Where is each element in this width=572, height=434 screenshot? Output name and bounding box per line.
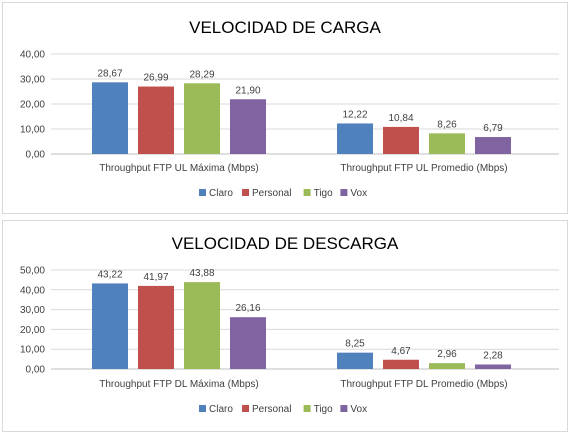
category-label: Throughput FTP DL Máxima (Mbps) — [99, 379, 259, 390]
bar-personal — [383, 126, 419, 154]
y-tick-label: 20,00 — [20, 325, 45, 336]
upload-speed-chart-panel: VELOCIDAD DE CARGA 0,00 10,00 20,00 30,00 40… — [2, 2, 568, 214]
y-tick-label: 10,00 — [20, 345, 45, 356]
legend-label: Personal — [252, 188, 291, 199]
bar-tigo — [184, 83, 220, 154]
legend-swatch — [199, 405, 206, 412]
download-speed-chart-panel: VELOCIDAD DE DESCARGA 0,00 10,00 20,00 30,0… — [2, 220, 568, 432]
data-label: 41,97 — [143, 272, 168, 283]
legend-label: Vox — [350, 188, 367, 199]
legend: Claro Personal Tigo Vox — [199, 404, 367, 415]
data-label: 12,22 — [342, 109, 367, 120]
category-label: Throughput FTP UL Promedio (Mbps) — [340, 163, 507, 174]
bar-personal — [138, 86, 174, 154]
legend-label: Personal — [252, 404, 291, 415]
bars — [92, 82, 511, 154]
y-tick-label: 30,00 — [20, 305, 45, 316]
data-label: 2,28 — [483, 350, 503, 361]
data-labels: 43,22 41,97 43,88 26,16 8,25 4,67 2,96 2,28 — [97, 268, 503, 361]
legend-swatch — [340, 189, 348, 196]
bar-vox — [475, 364, 511, 369]
legend-label: Tigo — [314, 188, 334, 199]
gridlines — [51, 269, 559, 370]
data-label: 8,25 — [345, 339, 365, 350]
data-label: 4,67 — [391, 346, 411, 357]
data-label: 28,67 — [97, 68, 122, 79]
category-label: Throughput FTP UL Máxima (Mbps) — [99, 163, 259, 174]
data-label: 10,84 — [388, 113, 413, 124]
data-label: 2,96 — [437, 349, 457, 360]
data-label: 26,16 — [235, 303, 260, 314]
bar-vox — [230, 99, 266, 154]
data-label: 43,22 — [97, 269, 122, 280]
data-label: 8,26 — [437, 119, 457, 130]
bars — [92, 282, 511, 369]
bar-tigo — [429, 363, 465, 369]
legend: Claro Personal Tigo Vox — [199, 188, 367, 199]
upload-speed-chart: VELOCIDAD DE CARGA 0,00 10,00 20,00 30,00 40… — [20, 18, 559, 199]
legend-label: Vox — [350, 404, 367, 415]
bar-tigo — [184, 282, 220, 369]
y-tick-label: 10,00 — [20, 125, 45, 136]
bar-claro — [92, 283, 128, 369]
data-label: 26,99 — [143, 73, 168, 84]
data-labels: 28,67 26,99 28,29 21,90 12,22 10,84 8,26 6,79 — [97, 68, 503, 134]
gridlines — [51, 53, 559, 155]
legend-swatch — [242, 405, 249, 412]
bar-claro — [337, 352, 373, 369]
bar-claro — [92, 82, 128, 154]
data-label: 6,79 — [483, 123, 503, 134]
category-labels: Throughput FTP DL Máxima (Mbps) Throughpu… — [99, 379, 507, 390]
legend-swatch — [303, 405, 311, 412]
legend-label: Claro — [209, 188, 233, 199]
data-label: 28,29 — [189, 69, 214, 80]
y-tick-label: 20,00 — [20, 100, 45, 111]
category-label: Throughput FTP DL Promedio (Mbps) — [340, 379, 507, 390]
legend-swatch — [340, 405, 348, 412]
legend-swatch — [303, 189, 311, 196]
category-labels: Throughput FTP UL Máxima (Mbps) Throughpu… — [99, 163, 507, 174]
bar-personal — [138, 285, 174, 369]
y-tick-label: 40,00 — [20, 50, 45, 61]
y-axis-ticks: 0,00 10,00 20,00 30,00 40,00 50,00 — [20, 266, 45, 376]
y-tick-label: 50,00 — [20, 266, 45, 277]
legend-label: Tigo — [314, 404, 334, 415]
chart-title: VELOCIDAD DE CARGA — [189, 18, 381, 37]
download-speed-chart: VELOCIDAD DE DESCARGA 0,00 10,00 20,00 30,0… — [20, 234, 559, 415]
data-label: 21,90 — [235, 85, 260, 96]
y-axis-ticks: 0,00 10,00 20,00 30,00 40,00 — [20, 50, 45, 161]
legend-swatch — [199, 189, 206, 196]
y-tick-label: 0,00 — [26, 150, 46, 161]
bar-claro — [337, 123, 373, 154]
bar-personal — [383, 359, 419, 369]
legend-label: Claro — [209, 404, 233, 415]
bar-vox — [475, 137, 511, 154]
y-tick-label: 0,00 — [26, 365, 46, 376]
chart-title: VELOCIDAD DE DESCARGA — [172, 234, 399, 253]
y-tick-label: 30,00 — [20, 75, 45, 86]
data-label: 43,88 — [189, 268, 214, 279]
bar-tigo — [429, 133, 465, 154]
bar-vox — [230, 317, 266, 369]
y-tick-label: 40,00 — [20, 285, 45, 296]
legend-swatch — [242, 189, 249, 196]
